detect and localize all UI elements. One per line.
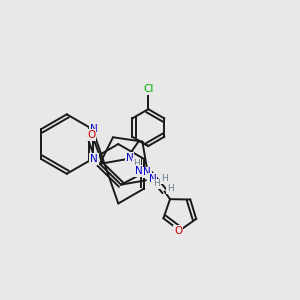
- Text: H: H: [153, 179, 160, 188]
- Text: H: H: [161, 174, 168, 183]
- Text: N: N: [143, 167, 151, 177]
- Text: N: N: [126, 153, 134, 163]
- Text: N: N: [90, 124, 98, 134]
- Text: N: N: [90, 154, 98, 164]
- Text: Cl: Cl: [143, 84, 154, 94]
- Text: N: N: [148, 174, 156, 184]
- Text: H: H: [133, 159, 140, 168]
- Text: O: O: [174, 226, 182, 236]
- Text: H: H: [167, 184, 174, 193]
- Text: O: O: [87, 130, 95, 140]
- Text: N: N: [135, 166, 142, 176]
